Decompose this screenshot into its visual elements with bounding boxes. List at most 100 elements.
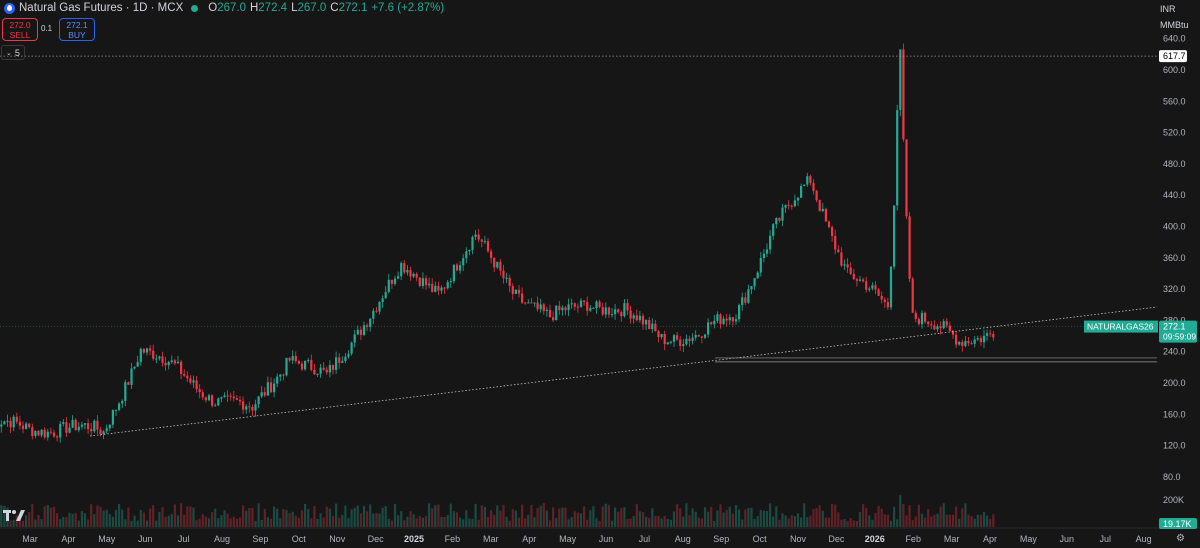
candle-body [638, 315, 641, 321]
volume-bar [927, 509, 930, 527]
candle-body [874, 285, 877, 290]
currency-button[interactable]: INR [1160, 4, 1176, 14]
candle-body [80, 424, 83, 427]
volume-bar [291, 511, 294, 527]
tradingview-logo-icon[interactable] [3, 510, 25, 522]
volume-bar [325, 506, 328, 527]
volume-bar [483, 506, 486, 527]
candle-body [328, 364, 331, 373]
high-label-bg [1159, 50, 1187, 63]
candle-body [424, 278, 428, 286]
symbol-title[interactable]: Natural Gas Futures · 1D · MCX [19, 2, 184, 14]
time-tick-label: 2026 [865, 534, 885, 544]
volume-bar [778, 519, 781, 527]
candle-body [517, 289, 521, 294]
volume-bar [393, 503, 397, 527]
candle-body [973, 339, 976, 344]
candle-body [490, 251, 493, 258]
volume-bar [65, 517, 68, 527]
volume-bar [415, 518, 418, 527]
volume-bar [614, 507, 617, 527]
candle-body [769, 235, 772, 250]
market-open-icon [191, 4, 199, 12]
candle-body [558, 305, 561, 311]
candle-body [393, 278, 397, 284]
candle-body [818, 200, 821, 212]
last-price-badge [1159, 320, 1197, 343]
volume-bar [34, 519, 37, 527]
candle-body [614, 309, 617, 315]
volume-bar [803, 503, 806, 527]
volume-bar [598, 520, 601, 527]
volume-bar [372, 513, 375, 527]
volume-bar [679, 508, 682, 527]
candle-body [815, 190, 818, 201]
candle-body [713, 320, 716, 325]
volume-bar [796, 513, 800, 527]
volume-bar [176, 515, 180, 527]
volume-bar [152, 505, 155, 527]
volume-bar [96, 505, 99, 527]
volume-bar [496, 505, 499, 527]
candle-body [539, 304, 542, 310]
volume-bar [806, 517, 809, 527]
candle-body [728, 317, 731, 321]
time-tick-label: Oct [753, 534, 768, 544]
candle-body [651, 323, 654, 330]
volume-bar [573, 511, 576, 527]
trendline[interactable] [89, 306, 1158, 437]
candle-body [725, 318, 728, 321]
volume-bar [201, 514, 204, 527]
candle-body [508, 277, 511, 287]
candle-body [403, 263, 406, 273]
candle-body [629, 310, 632, 319]
candle-body [920, 312, 924, 325]
candle-body [480, 239, 483, 242]
volume-bar [976, 514, 979, 527]
candle-body [784, 204, 787, 208]
volume-bar [139, 510, 142, 527]
candle-body [979, 338, 982, 343]
time-tick-label: Dec [368, 534, 385, 544]
volume-bar [824, 517, 827, 527]
volume-bar [728, 506, 731, 527]
settings-gear-icon[interactable]: ⚙ [1176, 533, 1185, 544]
volume-bar [849, 517, 852, 527]
volume-bar [471, 518, 474, 527]
candle-body [381, 298, 384, 303]
volume-bar [834, 504, 837, 527]
candle-body [496, 261, 499, 268]
candle-body [183, 373, 186, 376]
candle-body [765, 249, 769, 254]
volume-bar [214, 508, 217, 527]
candle-body [893, 205, 896, 267]
volume-bar [173, 504, 176, 527]
candle-body [660, 334, 663, 338]
unit-button[interactable]: MMBtu [1160, 20, 1189, 30]
volume-bar [223, 510, 226, 527]
volume-bar [973, 518, 976, 527]
volume-bar [663, 515, 666, 527]
candle-body [930, 324, 933, 326]
time-tick-label: Feb [445, 534, 461, 544]
candle-body [955, 334, 958, 345]
candle-body [254, 404, 257, 411]
candle-body [418, 277, 421, 286]
time-tick-label: Jul [178, 534, 190, 544]
sell-button[interactable]: 272.0 SELL [2, 18, 38, 41]
volume-bar [257, 503, 260, 527]
volume-bar [282, 508, 285, 527]
volume-bar [564, 507, 567, 527]
volume-bar [198, 518, 201, 527]
candle-body [238, 399, 242, 402]
volume-bar [576, 512, 579, 527]
candle-body [273, 383, 276, 393]
buy-button[interactable]: 272.1 BUY [59, 18, 95, 41]
indicators-toggle[interactable]: ⌄ 5 [1, 45, 25, 60]
time-tick-label: May [559, 534, 577, 544]
volume-bar [722, 512, 725, 527]
candle-body [803, 184, 806, 187]
candle-body [905, 139, 908, 217]
